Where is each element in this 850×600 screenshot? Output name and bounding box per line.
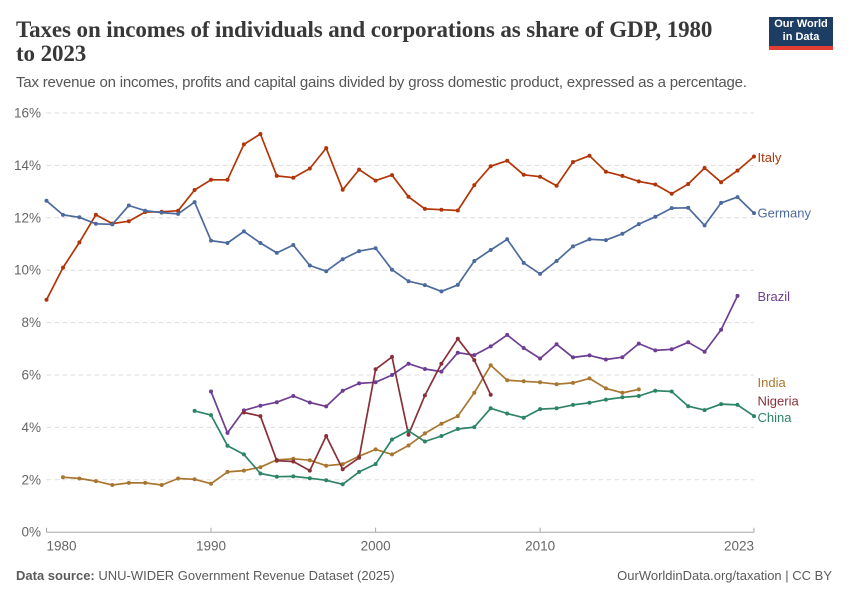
svg-text:2000: 2000 bbox=[361, 539, 391, 554]
svg-text:1990: 1990 bbox=[196, 539, 226, 554]
svg-text:Nigeria: Nigeria bbox=[758, 393, 800, 408]
svg-text:10%: 10% bbox=[14, 263, 41, 278]
svg-text:16%: 16% bbox=[14, 106, 41, 121]
svg-text:8%: 8% bbox=[21, 315, 41, 330]
svg-text:Germany: Germany bbox=[758, 206, 812, 221]
svg-text:2%: 2% bbox=[21, 472, 41, 487]
svg-text:0%: 0% bbox=[21, 525, 41, 540]
svg-text:12%: 12% bbox=[14, 210, 41, 225]
svg-text:14%: 14% bbox=[14, 158, 41, 173]
svg-text:Italy: Italy bbox=[758, 150, 782, 165]
svg-text:Brazil: Brazil bbox=[758, 289, 791, 304]
svg-text:China: China bbox=[758, 410, 793, 425]
svg-text:2023: 2023 bbox=[724, 539, 754, 554]
svg-text:India: India bbox=[758, 375, 787, 390]
svg-text:2010: 2010 bbox=[525, 539, 555, 554]
svg-text:6%: 6% bbox=[21, 368, 41, 383]
svg-text:1980: 1980 bbox=[47, 539, 77, 554]
svg-text:4%: 4% bbox=[21, 420, 41, 435]
